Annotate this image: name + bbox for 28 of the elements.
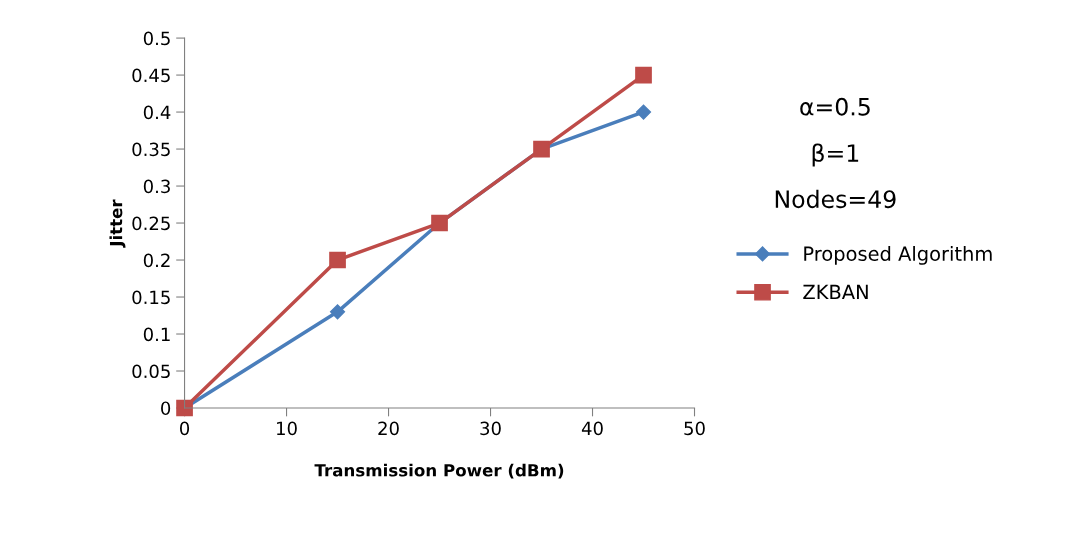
x-tick-label: 20 <box>378 421 399 436</box>
y-tick-label: 0.5 <box>143 31 170 46</box>
point <box>329 304 346 320</box>
y-tick-label: 0.35 <box>132 142 170 157</box>
y-tick-label: 0.15 <box>132 290 170 305</box>
x-tick-label: 0 <box>179 421 190 436</box>
legend-label: Proposed Algorithm <box>804 245 992 265</box>
y-tick-label: 0.4 <box>143 105 171 120</box>
text: β=1 <box>812 143 859 167</box>
y-tick-label: 0 <box>161 401 171 416</box>
x-tick-label: 40 <box>581 421 603 436</box>
y-tick-label: 0.2 <box>143 253 170 268</box>
text: Nodes=49 <box>775 189 896 209</box>
text: α=0.5 <box>800 97 870 116</box>
x-axis-title: Transmission Power (dBm) <box>314 463 564 479</box>
y-tick-label: 0.45 <box>132 68 170 83</box>
legend-label: ZKBAN <box>803 284 868 300</box>
x-tick-label: 10 <box>277 421 297 436</box>
x-tick-label: 50 <box>684 421 705 436</box>
y-tick-label: 0.3 <box>143 179 170 194</box>
y-tick-label: 0.25 <box>132 216 170 231</box>
y-tick-label: 0.1 <box>143 327 170 342</box>
y-tick-label: 0.05 <box>132 364 170 379</box>
point <box>635 104 652 120</box>
x-tick-label: 30 <box>480 421 501 436</box>
point <box>329 251 346 269</box>
point <box>635 66 652 84</box>
y-axis-title: Jitter <box>109 199 126 248</box>
